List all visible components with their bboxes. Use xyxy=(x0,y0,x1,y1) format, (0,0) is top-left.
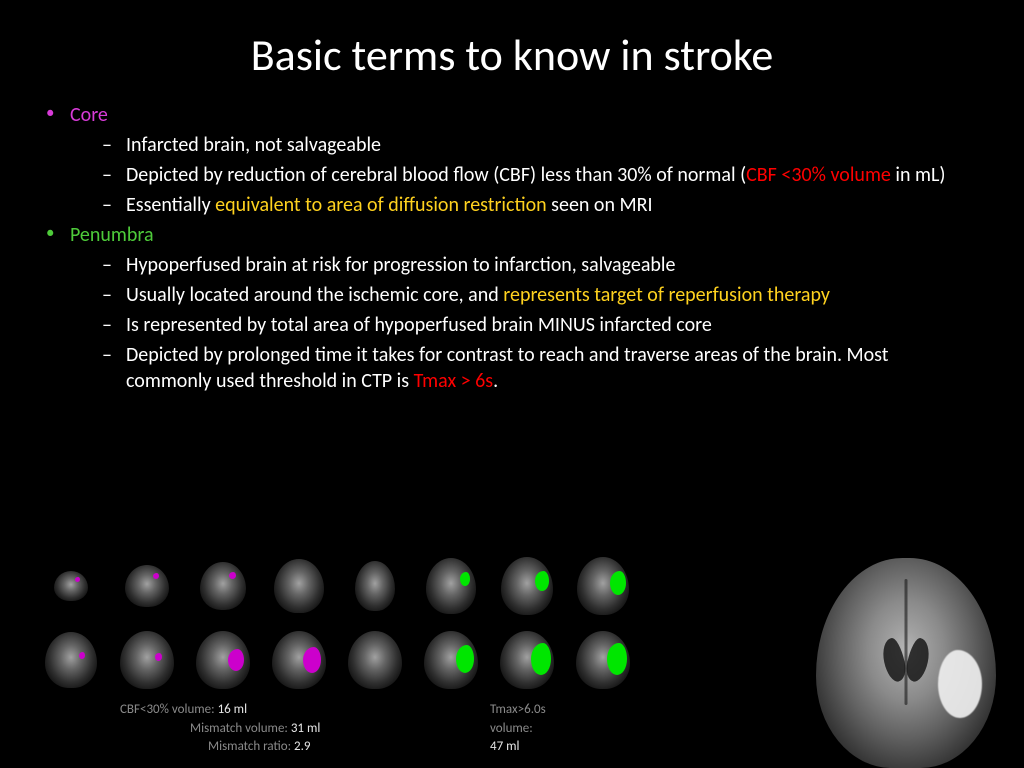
scan-thumbnail xyxy=(420,630,482,690)
scan-thumbnail xyxy=(192,556,254,616)
scan-thumbnail xyxy=(496,630,558,690)
core-bullet-3: Essentially equivalent to area of diffus… xyxy=(100,192,964,218)
core-overlay-icon xyxy=(155,653,162,661)
mismatch-ratio-caption: Mismatch ratio: 2.9 xyxy=(208,738,320,756)
core-heading: Core xyxy=(70,103,108,127)
core-b3-pre: Essentially xyxy=(126,193,215,217)
core-b3-post: seen on MRI xyxy=(547,193,653,217)
core-overlay-icon xyxy=(75,577,80,582)
mismatch-vol-value: 31 ml xyxy=(291,721,321,736)
scan-thumbnail xyxy=(192,630,254,690)
slide-title: Basic terms to know in stroke xyxy=(0,0,1024,102)
core-overlay-icon xyxy=(153,573,159,579)
brain-thumbnail-icon xyxy=(125,565,169,607)
penumbra-bullet-4: Depicted by prolonged time it takes for … xyxy=(100,342,964,394)
large-brain-mri xyxy=(816,558,996,768)
pen-b4-post: . xyxy=(493,369,498,393)
cbf-value: 16 ml xyxy=(218,702,248,717)
penumbra-overlay-icon xyxy=(460,572,470,586)
scan-thumbnail xyxy=(40,556,102,616)
tmax-value: 47 ml xyxy=(490,739,520,754)
scan-thumbnail xyxy=(116,630,178,690)
imaging-captions: CBF<30% volume: 16 ml Tmax>6.0s volume: … xyxy=(120,701,320,756)
brain-thumbnail-icon xyxy=(274,559,324,613)
penumbra-bullet-3: Is represented by total area of hypoperf… xyxy=(100,312,964,338)
pen-b4-pre: Depicted by prolonged time it takes for … xyxy=(126,343,888,393)
core-overlay-icon xyxy=(228,649,244,671)
penumbra-overlay-icon xyxy=(610,571,626,595)
penumbra-bullet-1: Hypoperfused brain at risk for progressi… xyxy=(100,252,964,278)
mismatch-ratio-value: 2.9 xyxy=(294,739,310,754)
scan-row xyxy=(40,630,634,690)
scan-thumbnail xyxy=(496,556,558,616)
core-overlay-icon xyxy=(303,647,321,673)
brain-thumbnail-icon xyxy=(45,632,97,688)
brain-thumbnail-icon xyxy=(120,631,174,689)
diffusion-lesion xyxy=(938,650,982,718)
mismatch-vol-caption: Mismatch volume: 31 ml xyxy=(190,720,320,738)
penumbra-overlay-icon xyxy=(531,643,551,675)
cbf-caption: CBF<30% volume: 16 ml Tmax>6.0s volume: … xyxy=(120,701,320,719)
brain-midline xyxy=(905,579,908,705)
core-overlay-icon xyxy=(229,572,236,579)
scan-row xyxy=(40,556,634,616)
penumbra-overlay-icon xyxy=(535,571,549,591)
core-bullet-1: Infarcted brain, not salvageable xyxy=(100,132,964,158)
imaging-area: CBF<30% volume: 16 ml Tmax>6.0s volume: … xyxy=(0,548,1024,768)
content-area: Core Infarcted brain, not salvageable De… xyxy=(0,102,1024,394)
scan-thumbnail xyxy=(116,556,178,616)
penumbra-bullet-2: Usually located around the ischemic core… xyxy=(100,282,964,308)
brain-thumbnail-icon xyxy=(54,571,88,601)
scan-thumbnail xyxy=(344,630,406,690)
cbf-label: CBF<30% volume: xyxy=(120,702,218,717)
penumbra-overlay-icon xyxy=(456,645,474,673)
core-bullet-2: Depicted by reduction of cerebral blood … xyxy=(100,162,964,188)
penumbra-heading: Penumbra xyxy=(70,223,154,247)
brain-thumbnail-icon xyxy=(355,561,395,611)
scan-thumbnail xyxy=(420,556,482,616)
core-b2-highlight: CBF <30% volume xyxy=(746,163,891,187)
mismatch-vol-label: Mismatch volume: xyxy=(190,721,291,736)
scan-thumbnail xyxy=(268,630,330,690)
core-b2-post: in mL) xyxy=(891,163,946,187)
core-heading-item: Core Infarcted brain, not salvageable De… xyxy=(40,102,964,218)
scan-thumbnail-grid xyxy=(40,556,634,704)
tmax-label: Tmax>6.0s volume: xyxy=(490,702,546,735)
pen-b2-pre: Usually located around the ischemic core… xyxy=(126,283,503,307)
penumbra-overlay-icon xyxy=(607,643,627,675)
scan-thumbnail xyxy=(268,556,330,616)
core-overlay-icon xyxy=(79,652,85,659)
scan-thumbnail xyxy=(344,556,406,616)
core-b3-highlight: equivalent to area of diffusion restrict… xyxy=(215,193,546,217)
pen-b2-highlight: represents target of reperfusion therapy xyxy=(503,283,830,307)
brain-thumbnail-icon xyxy=(348,631,402,689)
brain-thumbnail-icon xyxy=(426,558,476,614)
brain-thumbnail-icon xyxy=(200,562,246,610)
pen-b4-highlight: Tmax > 6s xyxy=(414,369,494,393)
penumbra-heading-item: Penumbra Hypoperfused brain at risk for … xyxy=(40,222,964,394)
mismatch-ratio-label: Mismatch ratio: xyxy=(208,739,294,754)
scan-thumbnail xyxy=(572,630,634,690)
tmax-caption: Tmax>6.0s volume: 47 ml xyxy=(490,701,546,756)
scan-thumbnail xyxy=(572,556,634,616)
scan-thumbnail xyxy=(40,630,102,690)
core-b2-pre: Depicted by reduction of cerebral blood … xyxy=(126,163,746,187)
